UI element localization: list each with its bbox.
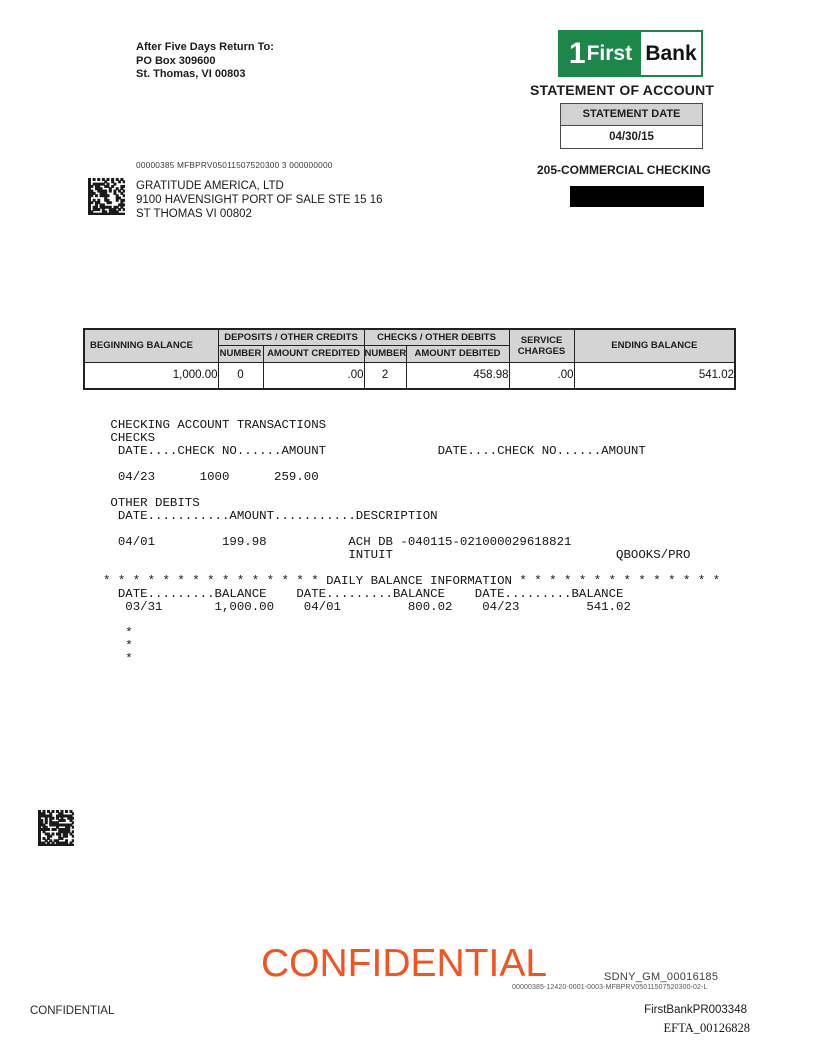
logo-white-panel: Bank xyxy=(641,32,701,75)
recipient-city: ST THOMAS VI 00802 xyxy=(136,208,252,220)
footer-efta-number: EFTA_00126828 xyxy=(663,1021,751,1035)
beginning-balance-value: 1,000.00 xyxy=(83,361,219,390)
logo-green-panel: 1 First xyxy=(560,32,641,75)
statement-date-box: STATEMENT DATE 04/30/15 xyxy=(560,103,703,149)
datamatrix-barcode-top xyxy=(88,178,126,220)
footer-confidential-label: CONFIDENTIAL xyxy=(30,1005,115,1017)
checks-number-value: 2 xyxy=(363,361,407,390)
datamatrix-barcode-bottom xyxy=(38,810,75,851)
return-address-line3: St. Thomas, VI 00803 xyxy=(136,68,246,80)
document-control-number: 00000385-12420-0001-0003-MFBPRV050115075… xyxy=(512,984,708,991)
confidential-watermark: CONFIDENTIAL xyxy=(261,942,548,985)
col-checks-number: NUMBER xyxy=(363,344,407,363)
return-address-line1: After Five Days Return To: xyxy=(136,41,274,53)
sdny-bates-stamp: SDNY_GM_00016185 xyxy=(604,971,719,983)
service-charges-value: .00 xyxy=(508,361,575,390)
logo-first-text: First xyxy=(586,42,633,65)
col-amount-debited: AMOUNT DEBITED xyxy=(405,344,510,363)
col-beginning-balance: BEGINNING BALANCE xyxy=(83,328,219,363)
statement-date-label: STATEMENT DATE xyxy=(561,104,702,126)
recipient-address: GRATITUDE AMERICA, LTD 9100 HAVENSIGHT P… xyxy=(136,179,383,221)
logo-numeral-one: 1 xyxy=(568,36,586,70)
col-ending-balance: ENDING BALANCE xyxy=(573,328,737,363)
ending-balance-value: 541.02 xyxy=(573,361,737,390)
statement-date-value: 04/30/15 xyxy=(609,131,654,143)
return-address-line2: PO Box 309600 xyxy=(136,54,216,67)
logo-bank-text: Bank xyxy=(645,42,697,65)
col-checks-debits: CHECKS / OTHER DEBITS xyxy=(363,328,510,346)
col-service-charges: SERVICE CHARGES xyxy=(508,328,575,363)
return-address: After Five Days Return To: PO Box 309600… xyxy=(136,41,274,82)
mail-routing-code: 00000385 MFBPRV05011507520300 3 00000000… xyxy=(136,160,333,170)
transactions-text-block: CHECKING ACCOUNT TRANSACTIONS CHECKS DAT… xyxy=(103,418,721,667)
amount-credited-value: .00 xyxy=(262,361,365,390)
recipient-street: 9100 HAVENSIGHT PORT OF SALE STE 15 16 xyxy=(136,194,383,206)
account-number-redaction xyxy=(570,186,704,207)
col-deposits-number: NUMBER xyxy=(217,344,264,363)
statement-of-account-title: STATEMENT OF ACCOUNT xyxy=(530,82,715,98)
recipient-name: GRATITUDE AMERICA, LTD xyxy=(136,180,284,192)
summary-values-row: 1,000.00 0 .00 2 458.98 .00 541.02 xyxy=(83,361,737,390)
footer-bates-number: FirstBankPR003348 xyxy=(644,1004,747,1016)
amount-debited-value: 458.98 xyxy=(405,361,510,390)
col-deposits-credits: DEPOSITS / OTHER CREDITS xyxy=(217,328,365,346)
deposits-number-value: 0 xyxy=(217,361,264,390)
account-type-heading: 205-COMMERCIAL CHECKING xyxy=(537,163,711,177)
firstbank-logo: 1 First Bank xyxy=(558,30,703,77)
account-summary-table: BEGINNING BALANCE DEPOSITS / OTHER CREDI… xyxy=(83,328,737,390)
col-amount-credited: AMOUNT CREDITED xyxy=(262,344,365,363)
